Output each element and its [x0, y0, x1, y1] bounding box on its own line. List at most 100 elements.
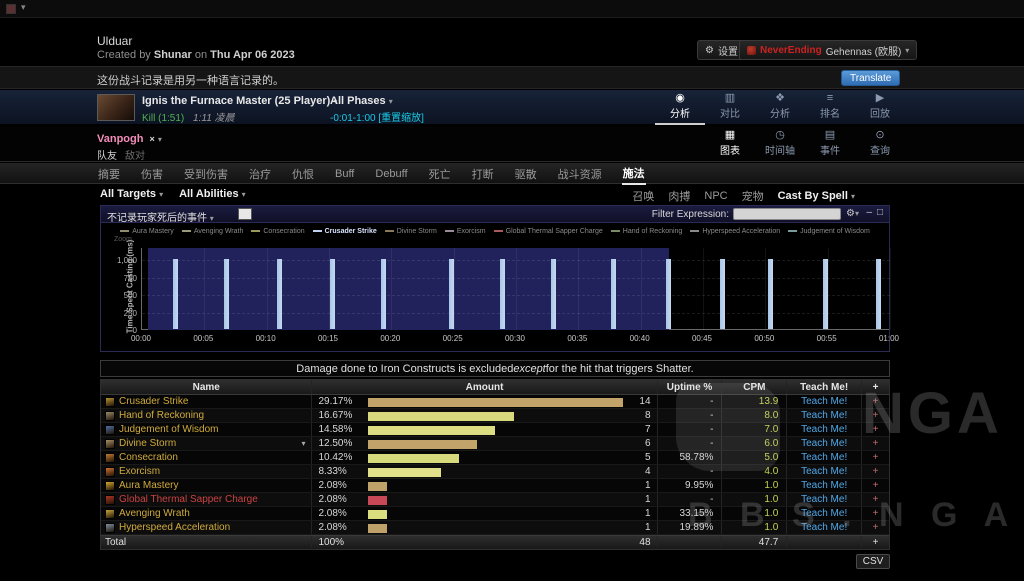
cast-count: 1: [644, 494, 651, 505]
tab-3[interactable]: 治疗: [249, 169, 271, 181]
tab-10[interactable]: 战斗资源: [557, 169, 602, 181]
tab-7[interactable]: 死亡: [428, 169, 451, 181]
spell-name-link[interactable]: Exorcism: [119, 466, 161, 477]
column-header[interactable]: +: [872, 381, 879, 393]
cast-by-dropdown[interactable]: Cast By Spell ▾: [778, 190, 855, 202]
add-pin-button[interactable]: +: [872, 536, 879, 548]
tab-6[interactable]: Debuff: [375, 168, 408, 180]
analysis-view-compare[interactable]: ▥ 对比: [705, 92, 755, 125]
legend-item[interactable]: Avenging Wrath: [181, 228, 243, 235]
filter-toggle[interactable]: 召唤: [632, 191, 655, 203]
analysis-view-puzzle[interactable]: ❖ 分析: [755, 92, 805, 125]
add-pin-button[interactable]: +: [872, 522, 879, 533]
teach-me-link[interactable]: Teach Me!: [801, 438, 848, 449]
expand-caret-icon[interactable]: ▾: [301, 439, 306, 448]
csv-export-button[interactable]: CSV: [856, 554, 890, 569]
cast-count: 1: [644, 480, 651, 491]
tab-2[interactable]: 受到伤害: [184, 169, 228, 181]
reset-zoom-link[interactable]: [重置缩放]: [378, 113, 424, 124]
cpm-cell: 1.0: [722, 521, 788, 534]
spell-name-link[interactable]: Judgement of Wisdom: [119, 424, 219, 435]
column-header[interactable]: Teach Me!: [787, 380, 863, 394]
analysis-view-replay[interactable]: ▶ 回放: [855, 92, 905, 125]
site-menu-icon[interactable]: [6, 4, 16, 14]
phase-selector[interactable]: All Phases ▾: [330, 95, 393, 107]
add-pin-button[interactable]: +: [872, 508, 879, 519]
add-pin-button[interactable]: +: [872, 410, 879, 421]
maximize-panel-icon[interactable]: □: [876, 207, 883, 218]
spell-name-link[interactable]: Avenging Wrath: [119, 508, 190, 519]
add-pin-button[interactable]: +: [872, 466, 879, 477]
targets-dropdown[interactable]: All Targets ▾: [100, 188, 163, 200]
add-pin-button[interactable]: +: [872, 452, 879, 463]
minimize-panel-icon[interactable]: –: [866, 207, 872, 218]
legend-item[interactable]: Judgement of Wisdom: [788, 228, 870, 235]
teach-me-link[interactable]: Teach Me!: [801, 452, 848, 463]
tab-0[interactable]: 摘要: [98, 169, 120, 181]
close-icon[interactable]: ×: [149, 134, 155, 144]
legend-item[interactable]: Exorcism: [444, 228, 486, 235]
tab-4[interactable]: 仇恨: [292, 169, 314, 181]
spell-name-link[interactable]: Consecration: [119, 452, 178, 463]
teach-me-link[interactable]: Teach Me!: [801, 508, 848, 519]
display-view-clock[interactable]: ◷ 时间轴: [755, 129, 805, 157]
group-toggle-friendlies[interactable]: 队友: [97, 151, 117, 162]
guild-selector-button[interactable]: NeverEnding Gehennas (欧服) ▾: [739, 40, 918, 60]
tab-5[interactable]: Buff: [335, 168, 355, 180]
add-pin-button[interactable]: +: [872, 480, 879, 491]
add-pin-button[interactable]: +: [872, 438, 879, 449]
column-header[interactable]: CPM: [722, 380, 788, 394]
add-pin-button[interactable]: +: [872, 396, 879, 407]
teach-me-link[interactable]: Teach Me!: [801, 480, 848, 491]
spell-name-link[interactable]: Crusader Strike: [119, 396, 189, 407]
analysis-view-eye[interactable]: ◉ 分析: [655, 92, 705, 125]
legend-item[interactable]: Consecration: [251, 228, 305, 235]
display-view-pin[interactable]: ⊙ 查询: [855, 129, 905, 157]
filter-toggle[interactable]: 肉搏: [668, 191, 691, 203]
after-death-checkbox[interactable]: [238, 208, 252, 220]
fight-selector[interactable]: Ignis the Furnace Master (25 Player) ▾: [142, 95, 337, 107]
filter-toggle[interactable]: 宠物: [741, 191, 764, 203]
spell-name-link[interactable]: Divine Storm: [119, 438, 177, 449]
column-header[interactable]: Name: [101, 380, 313, 394]
spell-name-link[interactable]: Hand of Reckoning: [119, 410, 205, 421]
cast-time-chart[interactable]: [141, 248, 891, 330]
spell-name-link[interactable]: Hyperspeed Acceleration: [119, 522, 231, 533]
column-header[interactable]: Uptime %: [658, 380, 723, 394]
abilities-dropdown[interactable]: All Abilities ▾: [179, 188, 246, 200]
legend-item[interactable]: Global Thermal Sapper Charge: [493, 228, 603, 235]
teach-me-link[interactable]: Teach Me!: [801, 494, 848, 505]
teach-me-link[interactable]: Teach Me!: [801, 410, 848, 421]
player-selector[interactable]: Vanpogh × ▾: [97, 133, 162, 145]
spell-name-link[interactable]: Aura Mastery: [119, 480, 179, 491]
legend-item[interactable]: Divine Storm: [384, 228, 437, 235]
translate-button[interactable]: Translate: [841, 70, 901, 86]
column-header[interactable]: Amount: [312, 380, 658, 394]
legend-item[interactable]: Crusader Strike: [312, 228, 377, 235]
tab-8[interactable]: 打断: [471, 169, 494, 181]
tab-1[interactable]: 伤害: [141, 169, 163, 181]
filter-expression-input[interactable]: [733, 208, 841, 220]
display-view-grid[interactable]: ▦ 图表: [705, 129, 755, 157]
teach-me-link[interactable]: Teach Me!: [801, 522, 848, 533]
teach-me-link[interactable]: Teach Me!: [801, 424, 848, 435]
spell-icon: [105, 466, 115, 477]
tab-9[interactable]: 驱散: [514, 169, 537, 181]
add-pin-button[interactable]: +: [872, 494, 879, 505]
filter-toggle[interactable]: NPC: [704, 190, 728, 202]
group-toggle-enemies[interactable]: 敌对: [125, 151, 145, 162]
display-view-list[interactable]: ▤ 事件: [805, 129, 855, 157]
legend-item[interactable]: Aura Mastery: [120, 228, 174, 235]
add-pin-button[interactable]: +: [872, 424, 879, 435]
analysis-view-ranking[interactable]: ≡ 排名: [805, 92, 855, 125]
after-death-option[interactable]: 不记录玩家死后的事件 ▾: [107, 209, 214, 224]
teach-me-link[interactable]: Teach Me!: [801, 466, 848, 477]
chart-settings-button[interactable]: ⚙▾: [846, 208, 859, 219]
teach-me-link[interactable]: Teach Me!: [801, 396, 848, 407]
report-author[interactable]: Shunar: [153, 49, 192, 61]
tab-11[interactable]: 施法: [621, 162, 646, 185]
legend-item[interactable]: Hyperspeed Acceleration: [690, 228, 780, 235]
spell-name-link[interactable]: Global Thermal Sapper Charge: [119, 494, 258, 505]
legend-item[interactable]: Hand of Reckoning: [610, 228, 682, 235]
site-menu-caret-icon[interactable]: ▾: [21, 2, 26, 12]
